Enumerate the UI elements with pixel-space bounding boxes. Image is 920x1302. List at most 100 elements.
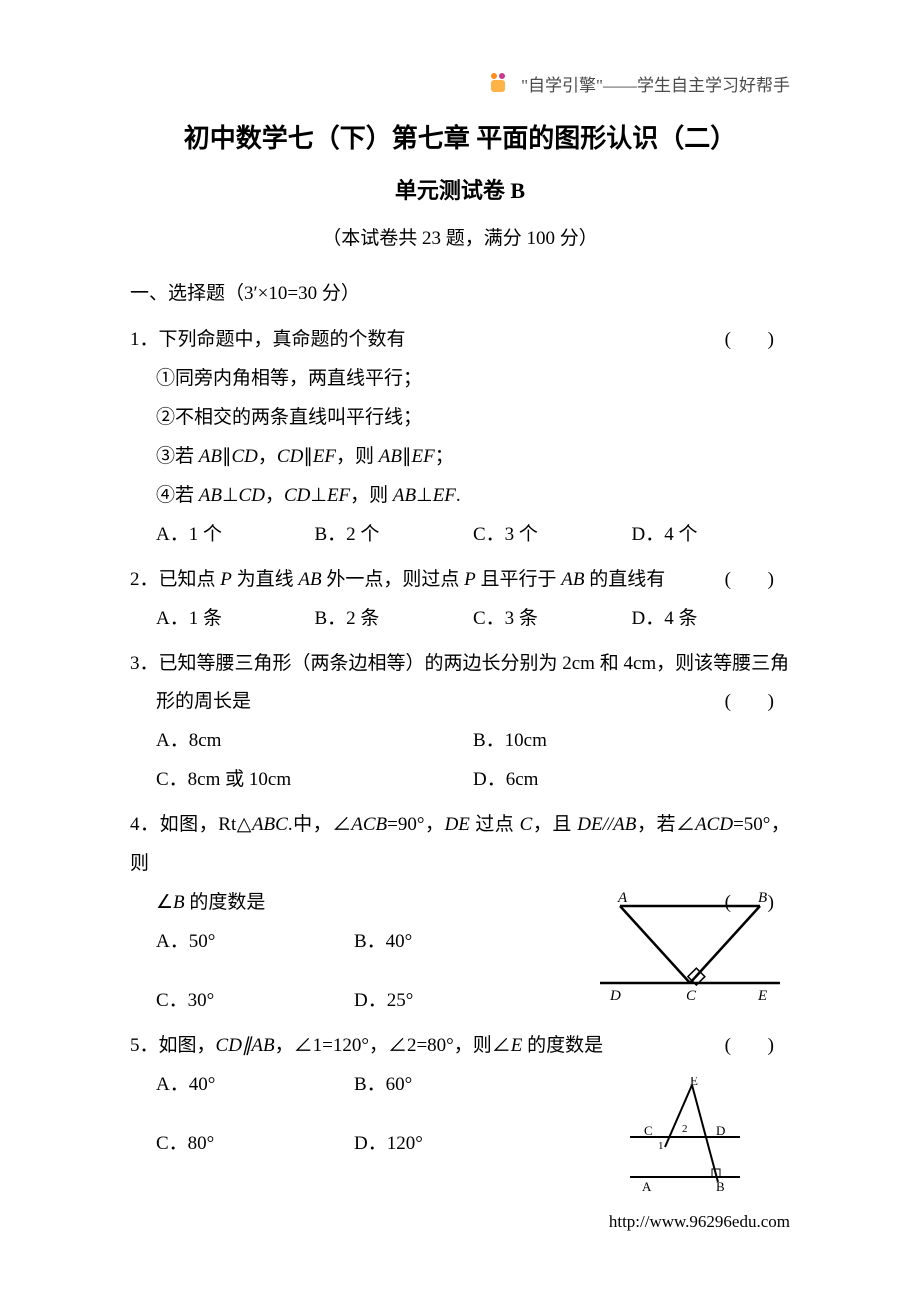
q4-ACB: ACB bbox=[351, 814, 387, 835]
q3-stem2: 形的周长是 ( ) bbox=[130, 683, 790, 722]
q5-opt-c: C．80° bbox=[156, 1125, 354, 1164]
question-5: 5．如图，CD∥AB，∠1=120°，∠2=80°，则∠E 的度数是 ( ) A… bbox=[130, 1027, 790, 1187]
q2-opt-b: B．2 条 bbox=[315, 600, 474, 639]
q5-options-row2: C．80° D．120° bbox=[130, 1125, 552, 1164]
q2-b: 为直线 bbox=[232, 569, 299, 590]
logo-icon bbox=[485, 70, 511, 96]
q2-P2: P bbox=[464, 569, 476, 590]
q4-2b: 的度数是 bbox=[185, 892, 266, 913]
q2-AB1: AB bbox=[298, 569, 321, 590]
q1-line-4: ④若 AB⊥CD，CD⊥EF，则 AB⊥EF. bbox=[130, 477, 790, 516]
q4-label-A: A bbox=[617, 890, 628, 906]
q2-stem: 2．已知点 P 为直线 AB 外一点，则过点 P 且平行于 AB 的直线有 ( … bbox=[130, 561, 790, 600]
q1-line-2: ②不相交的两条直线叫平行线； bbox=[130, 399, 790, 438]
q4-diagram: A B C D E bbox=[590, 888, 790, 1008]
q2-opt-d: D．4 条 bbox=[632, 600, 791, 639]
q4-opt-b: B．40° bbox=[354, 923, 552, 962]
q4-c: =90°， bbox=[387, 814, 444, 835]
q4-f: ，若∠ bbox=[636, 814, 695, 835]
q5-label-2: 2 bbox=[682, 1123, 688, 1135]
q2-opt-a: A．1 条 bbox=[156, 600, 315, 639]
q5-label-A: A bbox=[642, 1179, 652, 1194]
q5-label-E: E bbox=[690, 1077, 698, 1088]
q4-e: ，且 bbox=[532, 814, 577, 835]
answer-paren: ( ) bbox=[725, 561, 790, 600]
q4-label-B: B bbox=[758, 890, 767, 906]
q4-options-row2: C．30° D．25° bbox=[130, 982, 552, 1021]
q3-stem1: 3．已知等腰三角形（两条边相等）的两边长分别为 2cm 和 4cm，则该等腰三角 bbox=[130, 645, 790, 684]
q4-b: 中，∠ bbox=[293, 814, 352, 835]
q4-DE: DE bbox=[445, 814, 470, 835]
page: "自学引擎"——学生自主学习好帮手 初中数学七（下）第七章 平面的图形认识（二）… bbox=[0, 0, 920, 1302]
q4-label-D: D bbox=[609, 988, 621, 1004]
q5-label-1: 1 bbox=[658, 1140, 664, 1152]
q2-options: A．1 条 B．2 条 C．3 条 D．4 条 bbox=[130, 600, 790, 639]
q5-b: ，∠1=120°，∠2=80°，则∠ bbox=[275, 1035, 511, 1056]
q5-opt-a: A．40° bbox=[156, 1066, 354, 1105]
title-main: 初中数学七（下）第七章 平面的图形认识（二） bbox=[130, 118, 790, 155]
q1-opt-b: B．2 个 bbox=[315, 516, 474, 555]
section-1-header: 一、选择题（3′×10=30 分） bbox=[130, 278, 790, 305]
q4-options-row1: A．50° B．40° bbox=[130, 923, 552, 962]
footer-url: http://www.96296edu.com bbox=[609, 1212, 790, 1232]
answer-paren: ( ) bbox=[725, 1027, 790, 1066]
q3-opt-a: A．8cm bbox=[156, 722, 473, 761]
q3-options-row1: A．8cm B．10cm bbox=[130, 722, 790, 761]
q4-C: C bbox=[520, 814, 533, 835]
q1-opt-d: D．4 个 bbox=[632, 516, 791, 555]
q1-options: A．1 个 B．2 个 C．3 个 D．4 个 bbox=[130, 516, 790, 555]
q5-options-row1: A．40° B．60° bbox=[130, 1066, 552, 1105]
q4-2a: ∠ bbox=[156, 892, 173, 913]
q4-ACD: ACD bbox=[695, 814, 733, 835]
q5-c: 的度数是 bbox=[522, 1035, 603, 1056]
page-header: "自学引擎"——学生自主学习好帮手 bbox=[130, 70, 790, 96]
question-2: 2．已知点 P 为直线 AB 外一点，则过点 P 且平行于 AB 的直线有 ( … bbox=[130, 561, 790, 639]
q1-opt-c: C．3 个 bbox=[473, 516, 632, 555]
question-1: 1．下列命题中，真命题的个数有 ( ) ①同旁内角相等，两直线平行； ②不相交的… bbox=[130, 321, 790, 555]
header-text: "自学引擎"——学生自主学习好帮手 bbox=[521, 71, 790, 96]
meta: （本试卷共 23 题，满分 100 分） bbox=[130, 223, 790, 250]
question-3: 3．已知等腰三角形（两条边相等）的两边长分别为 2cm 和 4cm，则该等腰三角… bbox=[130, 645, 790, 801]
q2-P: P bbox=[220, 569, 232, 590]
q3-opt-d: D．6cm bbox=[473, 761, 790, 800]
question-4: 4．如图，Rt△ABC.中，∠ACB=90°，DE 过点 C，且 DE//AB，… bbox=[130, 806, 790, 1021]
q5-E: E bbox=[511, 1035, 523, 1056]
q3-options-row2: C．8cm 或 10cm D．6cm bbox=[130, 761, 790, 800]
q4-opt-d: D．25° bbox=[354, 982, 552, 1021]
q4-DEAB: DE//AB bbox=[577, 814, 636, 835]
q2-c: 外一点，则过点 bbox=[322, 569, 465, 590]
q5-diagram: E C D A B 1 2 bbox=[620, 1077, 760, 1197]
q2-AB2: AB bbox=[561, 569, 584, 590]
q4-label-C: C bbox=[686, 988, 697, 1004]
answer-paren: ( ) bbox=[725, 321, 790, 360]
q2-a: 2．已知点 bbox=[130, 569, 220, 590]
q5-opt-b: B．60° bbox=[354, 1066, 552, 1105]
q4-opt-a: A．50° bbox=[156, 923, 354, 962]
q3-opt-c: C．8cm 或 10cm bbox=[156, 761, 473, 800]
title-sub: 单元测试卷 B bbox=[130, 173, 790, 205]
q1-stem: 1．下列命题中，真命题的个数有 ( ) bbox=[130, 321, 790, 360]
answer-paren: ( ) bbox=[725, 683, 790, 722]
q3-opt-b: B．10cm bbox=[473, 722, 790, 761]
q5-label-B: B bbox=[716, 1179, 725, 1194]
q5-label-C: C bbox=[644, 1123, 653, 1138]
q4-ABC: ABC bbox=[252, 814, 288, 835]
q5-opt-d: D．120° bbox=[354, 1125, 552, 1164]
q5-a: 5．如图， bbox=[130, 1035, 216, 1056]
q4-a: 4．如图，Rt△ bbox=[130, 814, 252, 835]
q4-label-E: E bbox=[757, 988, 767, 1004]
q4-opt-c: C．30° bbox=[156, 982, 354, 1021]
q2-d: 且平行于 bbox=[476, 569, 562, 590]
q4-B: B bbox=[173, 892, 185, 913]
q5-label-D: D bbox=[716, 1123, 725, 1138]
q2-opt-c: C．3 条 bbox=[473, 600, 632, 639]
q1-line-3: ③若 AB∥CD，CD∥EF，则 AB∥EF； bbox=[130, 438, 790, 477]
q3-stem2-text: 形的周长是 bbox=[156, 691, 251, 712]
q4-d: 过点 bbox=[470, 814, 520, 835]
q1-text: 1．下列命题中，真命题的个数有 bbox=[130, 329, 406, 350]
q2-e: 的直线有 bbox=[584, 569, 665, 590]
q4-stem1: 4．如图，Rt△ABC.中，∠ACB=90°，DE 过点 C，且 DE//AB，… bbox=[130, 806, 790, 884]
q1-line-1: ①同旁内角相等，两直线平行； bbox=[130, 360, 790, 399]
q5-CDAB: CD∥AB bbox=[216, 1035, 275, 1056]
q1-opt-a: A．1 个 bbox=[156, 516, 315, 555]
